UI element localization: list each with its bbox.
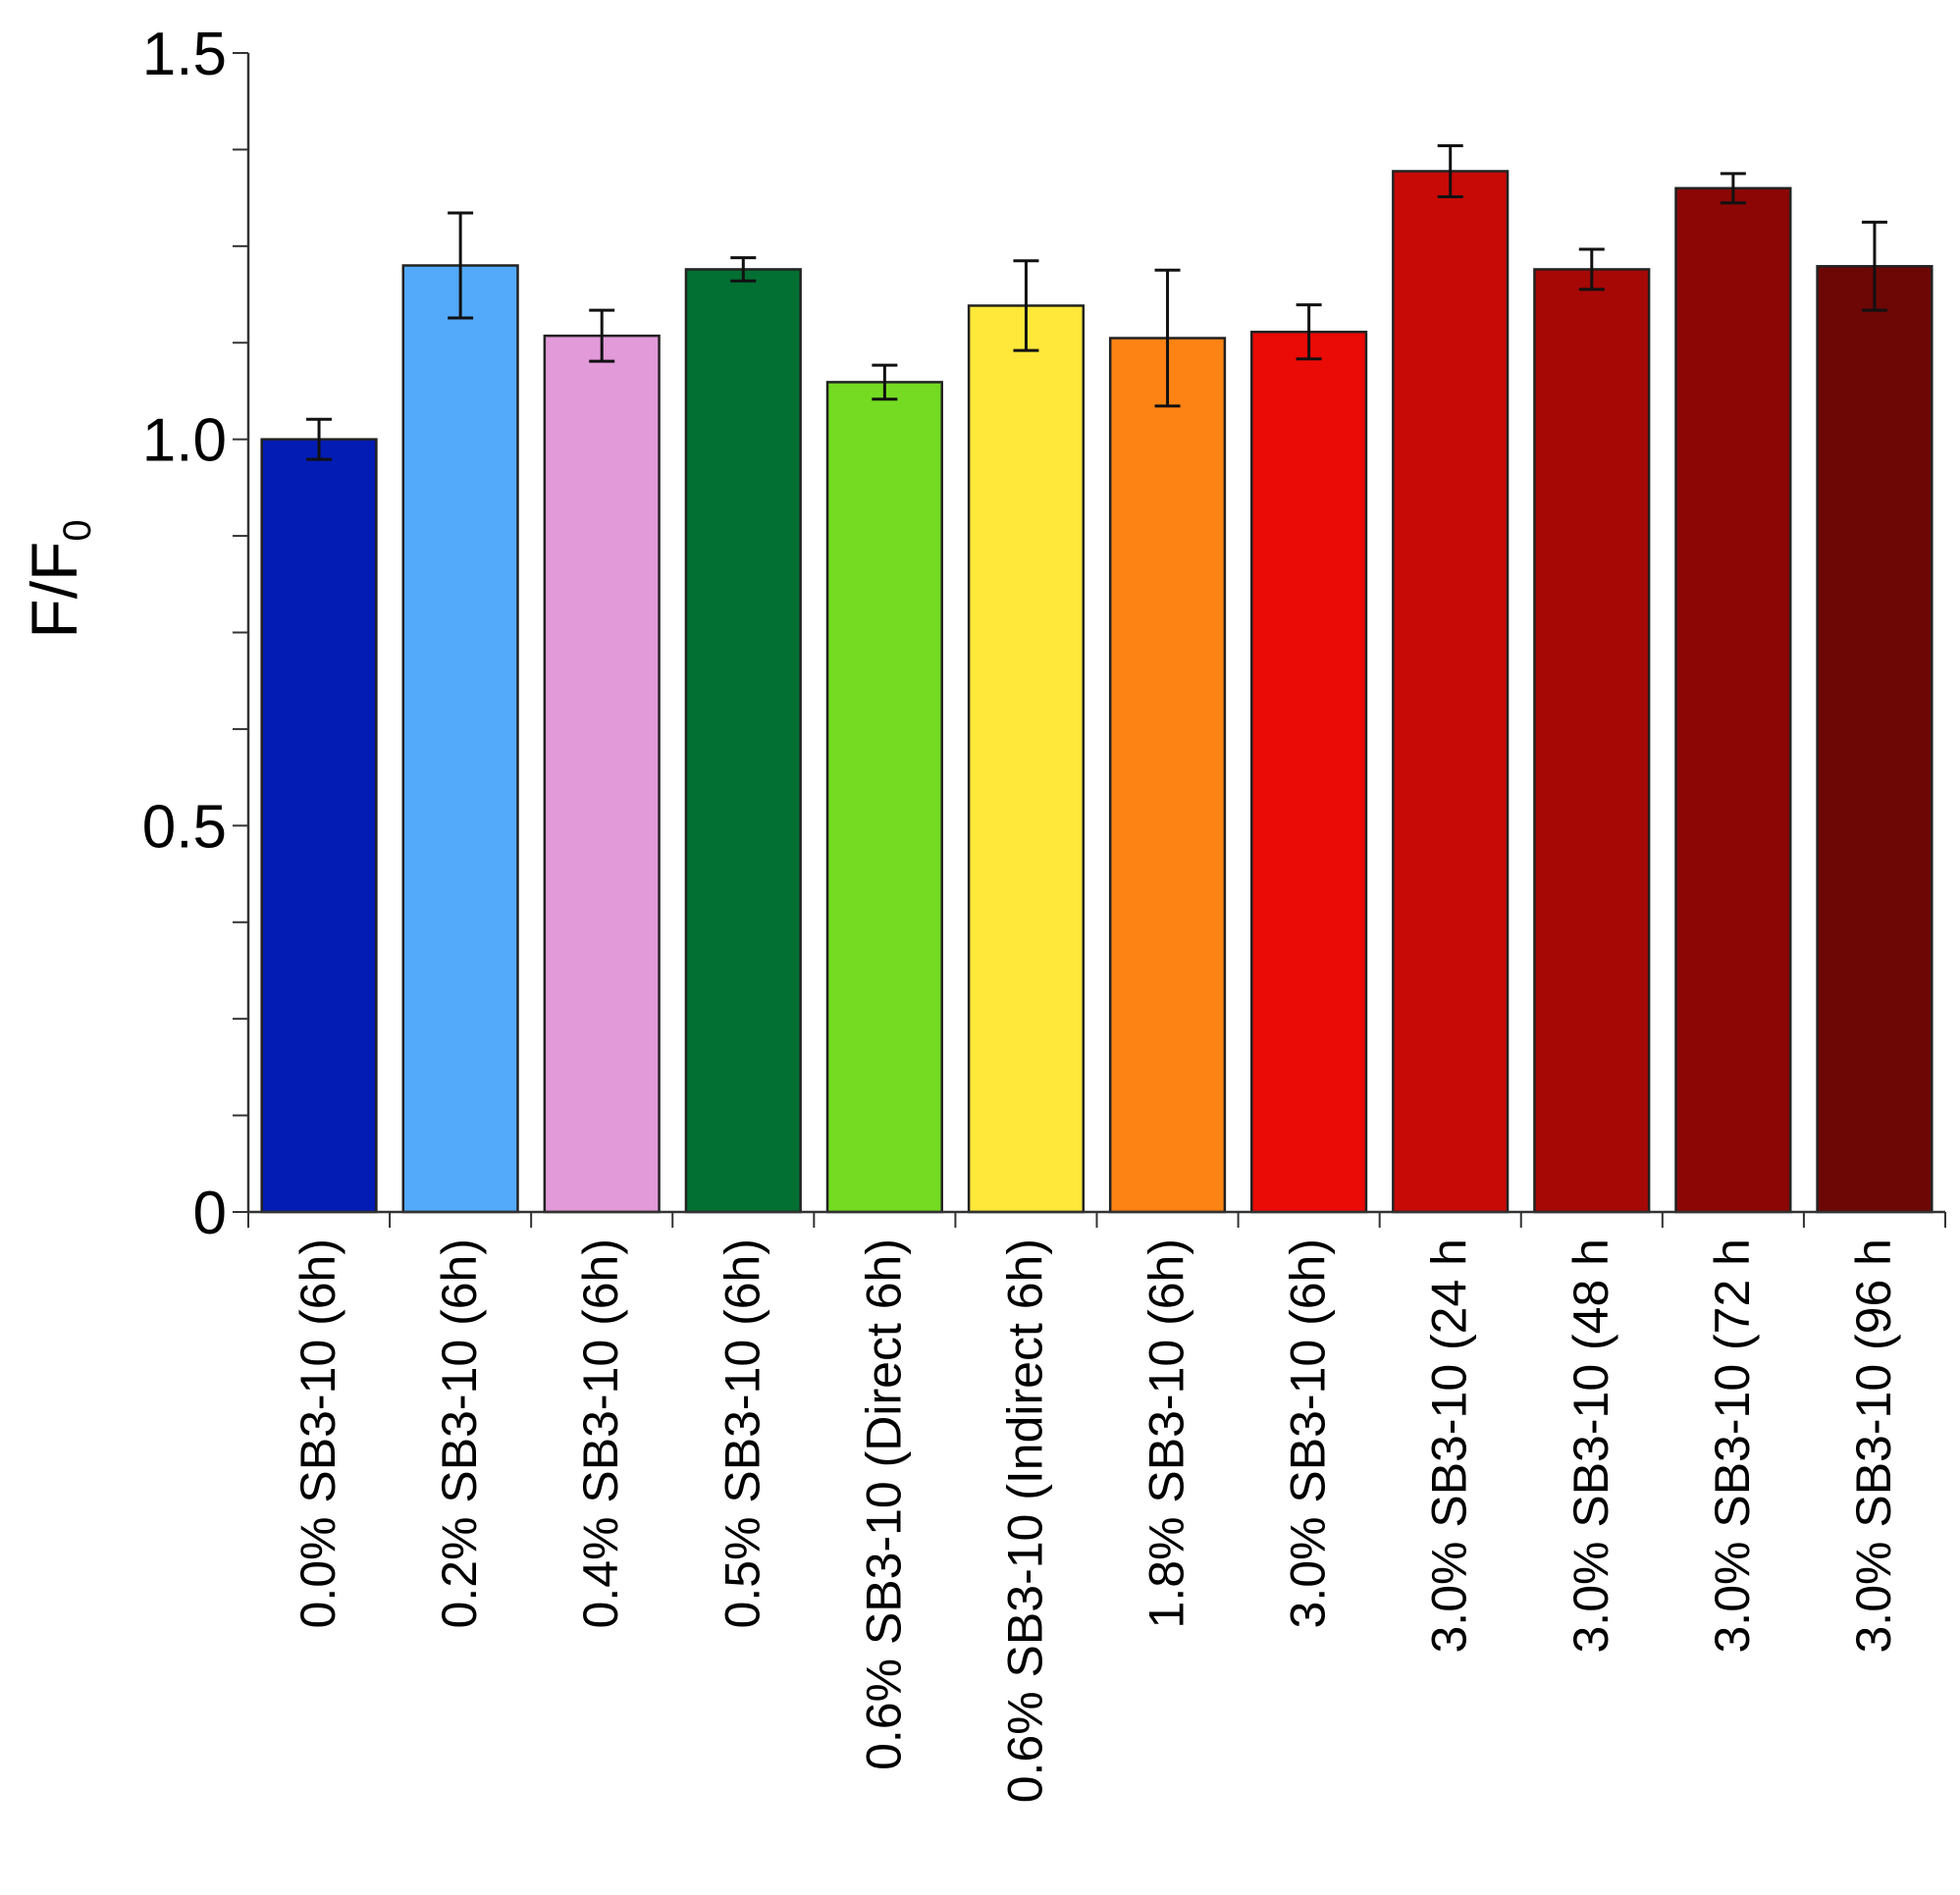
bar — [967, 304, 1086, 1214]
error-bar — [1154, 268, 1181, 408]
error-bar — [1720, 172, 1746, 205]
error-bar — [1437, 143, 1463, 198]
x-tick-label: 3.0% SB3-10 (48 h — [1563, 1238, 1618, 1654]
y-tick-label: 0 — [193, 1180, 227, 1247]
error-bar — [1013, 259, 1039, 352]
y-axis-title: F/F0 — [18, 519, 99, 638]
bars-group — [260, 143, 1934, 1214]
bar — [1392, 170, 1510, 1214]
bar — [543, 334, 661, 1214]
bar — [1674, 186, 1792, 1214]
error-bar — [730, 256, 757, 283]
error-bar — [872, 363, 898, 401]
x-tick-label: 3.0% SB3-10 (24 h — [1422, 1238, 1477, 1654]
bar — [401, 264, 519, 1214]
y-tick-label: 1.5 — [142, 21, 227, 88]
error-bar — [306, 417, 333, 461]
error-bar — [589, 308, 615, 363]
y-tick-label: 0.5 — [142, 793, 227, 861]
x-tick-label: 3.0% SB3-10 (72 h — [1705, 1238, 1760, 1654]
bar — [1816, 265, 1934, 1214]
bar — [1108, 337, 1227, 1214]
x-tick-label: 0.4% SB3-10 (6h) — [573, 1238, 628, 1628]
y-axis-title-subscript: 0 — [56, 519, 99, 541]
error-bar — [1296, 303, 1322, 361]
x-tick-label: 0.6% SB3-10 (Direct 6h) — [856, 1238, 911, 1770]
y-tick-label: 1.0 — [142, 407, 227, 475]
x-tick-label: 1.8% SB3-10 (6h) — [1139, 1238, 1194, 1628]
y-axis-title-main: F/F — [18, 542, 90, 639]
error-bar — [448, 211, 474, 320]
x-tick-label: 0.0% SB3-10 (6h) — [291, 1238, 345, 1628]
axes-group: 0.0% SB3-10 (6h) 0.2% SB3-10 (6h) 0.4% SB3… — [142, 21, 1946, 1803]
bar — [825, 381, 943, 1214]
bar — [1533, 268, 1651, 1214]
bar — [1250, 330, 1368, 1214]
error-bar — [1861, 220, 1887, 312]
x-tick-label: 0.5% SB3-10 (6h) — [715, 1238, 769, 1628]
bar — [684, 268, 802, 1214]
error-bar — [1578, 247, 1605, 291]
bar — [260, 438, 378, 1214]
x-tick-label: 0.6% SB3-10 (Indirect 6h) — [997, 1238, 1052, 1803]
x-tick-label: 0.2% SB3-10 (6h) — [432, 1238, 487, 1628]
x-tick-label: 3.0% SB3-10 (96 h — [1846, 1238, 1901, 1654]
x-tick-label: 3.0% SB3-10 (6h) — [1281, 1238, 1336, 1628]
